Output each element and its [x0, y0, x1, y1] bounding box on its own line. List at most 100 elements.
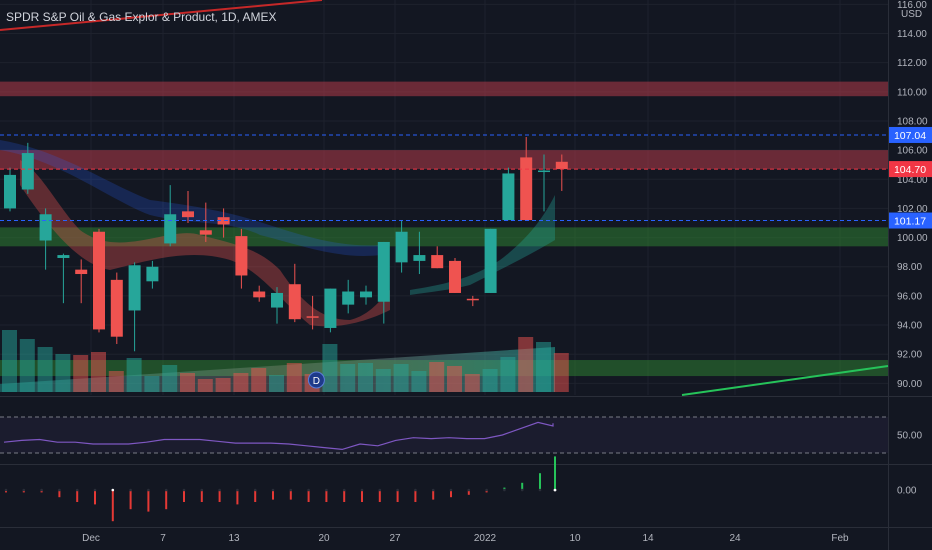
candle-body	[128, 265, 141, 311]
green-trendline	[681, 365, 889, 396]
candle-body	[199, 230, 212, 235]
price-tick-label: 114.00	[897, 29, 927, 40]
histogram-dot	[414, 488, 417, 492]
volume-bar	[91, 352, 106, 392]
histogram-dot	[553, 488, 557, 492]
dividend-marker-label: D	[313, 376, 320, 387]
candle-body	[466, 298, 479, 301]
histogram-dot	[325, 488, 328, 492]
red-ribbon	[20, 160, 390, 327]
volume-bar	[55, 354, 71, 392]
candle-body	[271, 292, 283, 308]
histogram-dot	[93, 488, 97, 492]
candle-body	[449, 260, 461, 293]
histogram-dot	[467, 488, 471, 492]
candle-body	[235, 236, 248, 276]
price-lines	[0, 134, 888, 222]
candle-body	[75, 269, 88, 275]
support-resistance-zones	[0, 81, 888, 377]
histogram-bar	[129, 490, 132, 510]
histogram-bar	[200, 490, 203, 502]
histogram-dot	[253, 488, 257, 492]
histogram-bar	[396, 490, 399, 502]
volume-bar	[144, 376, 160, 392]
price-tag-label: 101.17	[894, 216, 926, 228]
histogram-dot	[236, 488, 239, 492]
histogram-dot	[182, 488, 186, 492]
candle-body	[306, 316, 319, 318]
price-tick-label: 110.00	[897, 87, 927, 98]
histogram-bar	[289, 490, 292, 500]
histogram-bar	[76, 490, 79, 502]
time-tick-label: Feb	[831, 533, 849, 544]
price-tick-label: 104.00	[897, 175, 928, 186]
price-tag	[889, 126, 932, 143]
histogram-bar	[467, 490, 470, 495]
candle-body	[93, 231, 105, 330]
histogram-bar	[236, 490, 239, 505]
histogram-dot	[396, 488, 399, 492]
histogram-dot	[22, 488, 26, 492]
histogram-bar	[58, 490, 61, 498]
histogram-dot	[271, 488, 275, 492]
candle-body	[395, 231, 408, 263]
time-tick-label: 7	[160, 533, 166, 544]
histogram-dot	[485, 488, 488, 492]
price-zone	[0, 150, 888, 170]
histogram-dot	[200, 488, 204, 492]
time-tick-label: 13	[228, 533, 240, 544]
candle-body	[39, 214, 52, 241]
candle-body	[324, 288, 337, 328]
histogram-bar	[378, 490, 381, 502]
histogram-dot	[75, 488, 79, 492]
candle-body	[164, 214, 177, 244]
candle-body	[21, 153, 34, 190]
volume-bar	[500, 357, 516, 392]
candle-body	[360, 291, 372, 298]
candle-body	[502, 173, 515, 221]
rsi-band	[0, 417, 888, 453]
histogram-bar	[521, 482, 524, 490]
histogram-bar	[147, 490, 150, 512]
histogram-dot	[449, 488, 453, 492]
chart-title: SPDR S&P Oil & Gas Explor & Product, 1D,…	[6, 10, 277, 24]
histogram-bar	[254, 490, 257, 502]
histogram-bar	[165, 490, 168, 510]
candle-body	[377, 241, 390, 302]
candle-body	[288, 284, 301, 320]
histogram-dot	[4, 488, 8, 492]
volume-bar	[215, 378, 231, 392]
volume-bar	[73, 355, 89, 392]
candle-body	[217, 217, 230, 225]
histogram-dot	[164, 488, 168, 492]
histogram-dot	[520, 488, 524, 492]
volume-bar	[108, 371, 124, 392]
histogram-bar	[343, 490, 346, 502]
volume-bar	[233, 373, 249, 392]
price-tick-label: 92.00	[897, 350, 922, 361]
histogram-bar	[218, 490, 221, 502]
time-tick-label: 10	[569, 533, 581, 544]
rsi-tick-label: 50.00	[897, 431, 922, 442]
green-ribbon	[410, 195, 555, 295]
candle-body	[520, 157, 533, 221]
histogram-dot	[147, 488, 150, 492]
histogram-bar	[432, 490, 435, 500]
candle-body	[413, 255, 426, 261]
candle-body	[110, 279, 123, 337]
dividend-d-icon	[307, 371, 325, 389]
histogram-dot	[360, 488, 364, 492]
volume-bar	[126, 358, 142, 392]
volume-bar	[180, 373, 195, 392]
histogram-dot	[40, 488, 43, 492]
volume-bar	[37, 347, 53, 392]
price-tag	[889, 212, 932, 229]
candlestick-series: D	[4, 137, 568, 389]
histogram-bar	[554, 456, 556, 490]
volume-bar	[553, 353, 569, 392]
volume-bar	[162, 365, 178, 392]
histogram-bar	[539, 473, 541, 490]
candle-body	[431, 255, 444, 269]
candle-body	[342, 291, 355, 305]
